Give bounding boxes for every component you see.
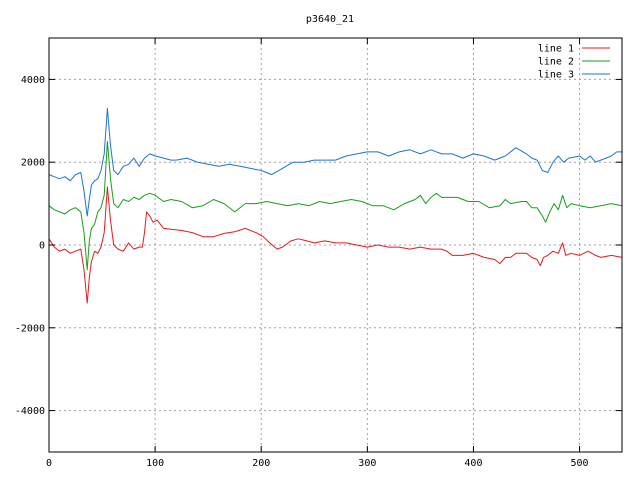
x-tick-label: 400 <box>464 458 482 469</box>
x-tick-label: 200 <box>252 458 270 469</box>
series-lines <box>48 107 623 304</box>
y-tick-label: 0 <box>39 241 45 252</box>
y-tick-label: -2000 <box>15 323 45 334</box>
x-tick-label: 300 <box>358 458 376 469</box>
y-tick-label: 4000 <box>21 75 45 86</box>
legend-label-3: line 3 <box>538 70 574 81</box>
x-tick-label: 100 <box>146 458 164 469</box>
grid-lines <box>48 38 622 452</box>
series-line-2 <box>48 141 623 271</box>
x-tick-label: 0 <box>46 458 52 469</box>
x-tick-label: 500 <box>571 458 589 469</box>
legend-label-1: line 1 <box>538 44 574 55</box>
legend-label-2: line 2 <box>538 57 574 68</box>
legend: line 1 line 2 line 3 <box>538 44 610 81</box>
y-tick-label: -4000 <box>15 406 45 417</box>
chart-title: p3640_21 <box>306 14 354 25</box>
axis-ticks: -4000 -2000 0 2000 4000 0 100 200 300 400 500 <box>15 38 622 469</box>
y-tick-label: 2000 <box>21 158 45 169</box>
series-line-1 <box>48 186 623 304</box>
series-line-3 <box>48 107 622 217</box>
